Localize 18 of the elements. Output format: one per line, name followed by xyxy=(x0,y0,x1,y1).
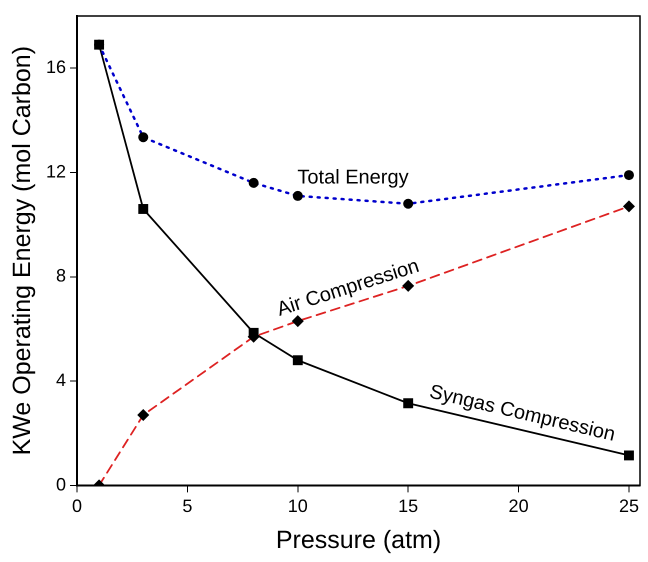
y-tick-label: 0 xyxy=(56,474,66,494)
x-tick-label: 15 xyxy=(398,496,418,516)
point xyxy=(624,450,634,460)
x-tick-label: 5 xyxy=(182,496,192,516)
y-tick-label: 8 xyxy=(56,266,66,286)
point xyxy=(403,398,414,408)
point xyxy=(292,355,303,366)
y-tick-label: 16 xyxy=(46,57,66,78)
x-tick-label: 0 xyxy=(72,496,82,516)
y-tick-label: 12 xyxy=(46,161,66,182)
x-tick-label: 20 xyxy=(508,496,529,516)
point xyxy=(138,204,148,214)
y-tick-label: 4 xyxy=(56,370,66,390)
series-label: Total Energy xyxy=(297,166,409,188)
x-tick-label: 10 xyxy=(288,496,308,516)
y-axis-title: KWe Operating Energy (mol Carbon) xyxy=(8,46,36,456)
x-axis-title: Pressure (atm) xyxy=(276,526,442,554)
x-tick-label: 25 xyxy=(618,496,639,516)
